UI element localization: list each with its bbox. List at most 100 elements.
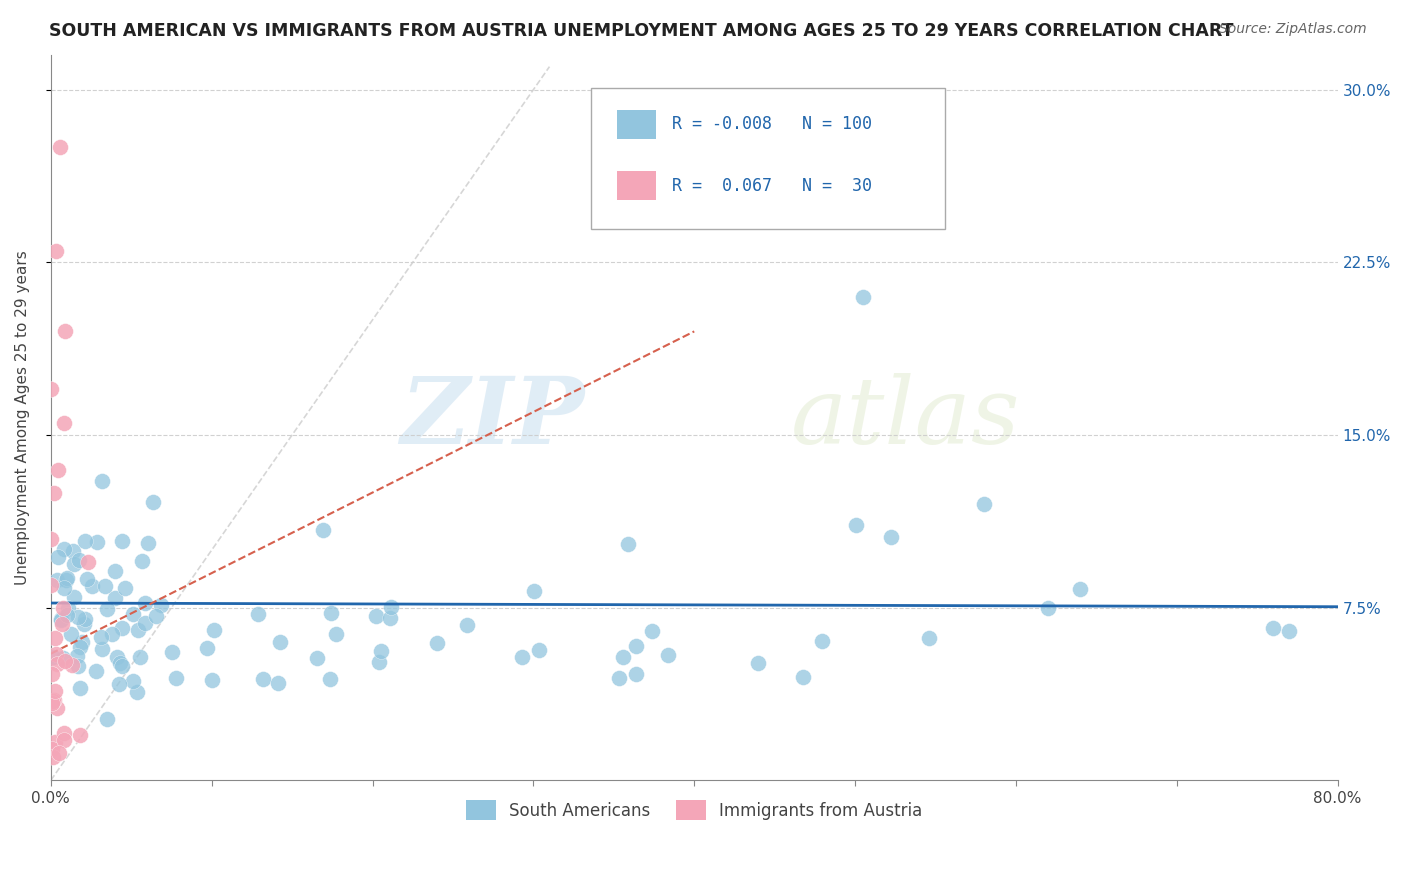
Point xyxy=(39,532,62,546)
Point xyxy=(41,742,63,756)
Point xyxy=(378,611,401,625)
Point xyxy=(69,728,91,742)
Point xyxy=(305,650,328,665)
Text: SOUTH AMERICAN VS IMMIGRANTS FROM AUSTRIA UNEMPLOYMENT AMONG AGES 25 TO 29 YEARS: SOUTH AMERICAN VS IMMIGRANTS FROM AUSTRI… xyxy=(49,22,1233,40)
Point xyxy=(48,746,70,760)
Point xyxy=(325,627,347,641)
Point xyxy=(77,555,100,569)
Point xyxy=(104,591,127,605)
Point xyxy=(1263,621,1285,635)
Point xyxy=(612,650,634,665)
Point xyxy=(69,681,91,695)
Point xyxy=(1278,624,1301,638)
Point xyxy=(201,673,224,688)
Point xyxy=(624,667,647,681)
Point xyxy=(56,600,79,615)
Point xyxy=(367,655,389,669)
Point xyxy=(852,290,875,304)
Point xyxy=(39,382,62,396)
Point xyxy=(370,644,392,658)
Point xyxy=(247,607,270,621)
Point xyxy=(252,672,274,686)
Point xyxy=(122,674,145,689)
Text: R = -0.008   N = 100: R = -0.008 N = 100 xyxy=(672,115,872,133)
Point xyxy=(44,684,66,698)
FancyBboxPatch shape xyxy=(617,110,655,138)
Point xyxy=(267,675,290,690)
Point xyxy=(69,640,91,654)
Point xyxy=(91,641,114,656)
Point xyxy=(60,658,83,673)
Point xyxy=(39,577,62,591)
Point xyxy=(142,495,165,509)
Point xyxy=(364,609,387,624)
Point xyxy=(73,611,96,625)
Point xyxy=(46,657,69,672)
Point xyxy=(66,649,89,664)
Point xyxy=(131,553,153,567)
Point xyxy=(49,613,72,627)
Point xyxy=(1036,600,1059,615)
Point xyxy=(42,749,65,764)
Point xyxy=(111,533,134,548)
Point xyxy=(45,647,67,661)
Point xyxy=(134,597,156,611)
Point xyxy=(195,640,218,655)
Point xyxy=(127,684,149,698)
Point xyxy=(49,612,72,626)
Point xyxy=(134,615,156,630)
Point xyxy=(53,733,76,747)
Point xyxy=(62,558,84,572)
Point xyxy=(96,602,118,616)
Point xyxy=(42,650,65,665)
FancyBboxPatch shape xyxy=(592,87,945,229)
Point xyxy=(101,627,124,641)
Point xyxy=(67,553,90,567)
Point xyxy=(46,573,69,587)
Point xyxy=(59,627,82,641)
Point xyxy=(42,485,65,500)
Point xyxy=(53,325,76,339)
Point xyxy=(41,667,63,681)
Point xyxy=(44,735,66,749)
Point xyxy=(52,600,75,615)
Point xyxy=(529,642,551,657)
Point xyxy=(70,635,93,649)
Point xyxy=(55,573,77,587)
Point xyxy=(880,530,903,544)
Point xyxy=(747,656,769,670)
Point xyxy=(107,677,129,691)
Point xyxy=(46,549,69,564)
Point xyxy=(53,654,76,668)
Point xyxy=(204,623,226,637)
Text: atlas: atlas xyxy=(790,373,1021,463)
Point xyxy=(128,649,150,664)
Point xyxy=(45,244,67,258)
Point xyxy=(91,474,114,488)
Point xyxy=(52,542,75,557)
Y-axis label: Unemployment Among Ages 25 to 29 years: Unemployment Among Ages 25 to 29 years xyxy=(15,251,30,585)
Text: ZIP: ZIP xyxy=(401,373,585,463)
Point xyxy=(512,649,534,664)
Point xyxy=(84,664,107,678)
Point xyxy=(53,581,76,595)
Point xyxy=(62,590,84,604)
Point xyxy=(456,618,478,632)
Point xyxy=(56,607,79,622)
Point xyxy=(49,140,72,154)
Point xyxy=(82,579,104,593)
Point xyxy=(86,534,108,549)
Point xyxy=(792,669,814,683)
Point xyxy=(96,712,118,726)
Point xyxy=(145,608,167,623)
Point xyxy=(149,598,172,612)
Point xyxy=(67,658,90,673)
Text: Source: ZipAtlas.com: Source: ZipAtlas.com xyxy=(1219,22,1367,37)
Point xyxy=(105,649,128,664)
Point xyxy=(657,648,679,663)
FancyBboxPatch shape xyxy=(617,171,655,200)
Point xyxy=(110,621,132,635)
Point xyxy=(617,536,640,550)
Point xyxy=(311,523,333,537)
Point xyxy=(111,658,134,673)
